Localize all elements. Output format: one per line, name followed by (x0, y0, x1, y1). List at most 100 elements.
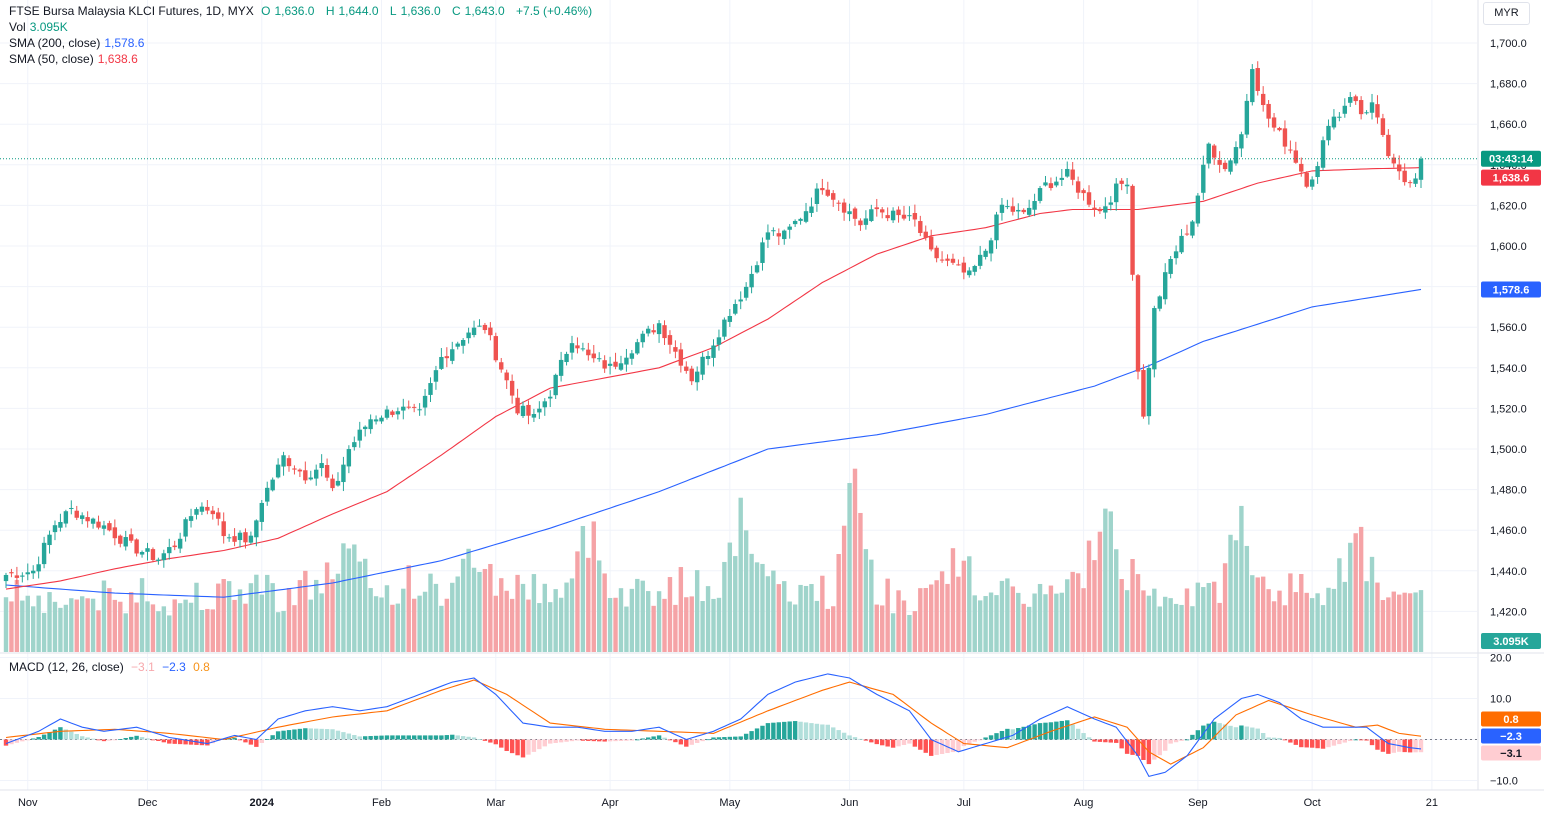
macd-histogram-bar (1163, 739, 1168, 751)
sma200-legend[interactable]: SMA (200, close) 1,578.6 (9, 35, 148, 51)
macd-histogram-bar (455, 735, 460, 740)
macd-histogram-bar (874, 739, 879, 745)
volume-bar (847, 483, 852, 652)
candle-body (275, 464, 281, 478)
candle-body (1103, 206, 1108, 213)
macd-histogram-bar (444, 735, 450, 740)
candle-body (52, 525, 58, 533)
volume-bar (417, 595, 422, 652)
volume-bar (1048, 585, 1054, 652)
macd-tick-label: 20.0 (1490, 653, 1511, 665)
currency-label[interactable]: MYR (1483, 2, 1530, 25)
candle-body (787, 226, 792, 230)
candle-body (727, 315, 733, 322)
volume-bar (237, 589, 243, 652)
candle-body (384, 409, 390, 418)
macd-histogram-bar (537, 739, 542, 750)
volume-bar (1277, 590, 1282, 652)
sma50-legend[interactable]: SMA (50, close) 1,638.6 (9, 51, 142, 67)
volume-bar (694, 570, 700, 652)
macd-histogram-bar (85, 737, 90, 740)
candle-body (586, 349, 591, 356)
macd-histogram-bar (139, 737, 145, 740)
candle-body (722, 319, 727, 337)
candle-body (743, 286, 749, 298)
volume-bar (471, 567, 477, 652)
volume-legend[interactable]: Vol 3.095K (9, 19, 72, 35)
macd-histogram-bar (134, 735, 139, 740)
volume-bar (493, 595, 499, 652)
candle-body (1320, 140, 1326, 168)
candle-body (324, 465, 330, 478)
candle-body (656, 323, 662, 335)
macd-histogram-bar (1239, 725, 1244, 740)
candle-body (1222, 162, 1228, 170)
macd-histogram-bar (346, 733, 352, 740)
vol-value: 3.095K (29, 20, 68, 34)
low-label: L (389, 4, 397, 18)
time-tick-label: 21 (1426, 797, 1438, 809)
candle-body (754, 265, 760, 273)
macd-histogram-bar (738, 736, 743, 740)
macd-histogram-bar (1010, 729, 1016, 740)
candle-body (488, 327, 493, 336)
macd-histogram-bar (934, 739, 939, 755)
candle-body (379, 417, 384, 422)
macd-histogram-bar (118, 739, 123, 740)
volume-bar (520, 583, 526, 652)
macd-histogram-bar (1026, 725, 1032, 740)
volume-bar (1386, 597, 1391, 652)
candle-body (1358, 100, 1364, 115)
low-value: 1,636.0 (400, 4, 441, 18)
macd-histogram-bar (3, 739, 9, 746)
time-tick-label: Jun (841, 797, 859, 809)
volume-bar (738, 497, 743, 652)
volume-bar (177, 603, 183, 652)
candle-body (259, 502, 264, 522)
macd-histogram-bar (1255, 728, 1260, 740)
macd-histogram-bar (629, 739, 635, 741)
volume-bar (597, 560, 602, 652)
candle-body (918, 221, 923, 233)
candle-body (428, 383, 433, 395)
candle-body (1043, 182, 1048, 186)
candle-body (341, 464, 346, 483)
volume-bar (765, 576, 771, 652)
macd-histogram-bar (1407, 739, 1413, 753)
volume-bar (645, 591, 651, 652)
macd-histogram-bar (450, 734, 455, 740)
volume-bar (411, 598, 417, 652)
candle-body (520, 405, 526, 417)
candle-body (226, 537, 232, 539)
macd-histogram-bar (1418, 739, 1424, 753)
candle-body (292, 468, 297, 470)
volume-bar (836, 554, 841, 652)
macd-histogram-bar (1059, 720, 1065, 740)
candle-body (499, 362, 504, 370)
macd-legend[interactable]: MACD (12, 26, close) −3.1 −2.3 0.8 (9, 659, 214, 675)
macd-histogram-bar (733, 736, 738, 740)
volume-bar (667, 577, 673, 652)
volume-bar (760, 563, 765, 652)
macd-histogram-bar (1130, 739, 1135, 755)
candle-body (134, 539, 139, 554)
candle-body (716, 337, 722, 345)
volume-bar (1114, 549, 1119, 652)
volume-bar (939, 571, 945, 652)
macd-histogram-bar (1190, 734, 1195, 740)
macd-histogram-bar (1266, 737, 1271, 740)
candle-body (1190, 221, 1195, 236)
volume-bar (1119, 579, 1124, 652)
open-value: 1,636.0 (274, 4, 315, 18)
candle-body (1037, 188, 1043, 201)
macd-histogram-bar (1342, 739, 1348, 743)
macd-histogram-bar (662, 737, 667, 740)
volume-bar (586, 557, 591, 652)
symbol-title[interactable]: FTSE Bursa Malaysia KLCI Futures, 1D, MY… (9, 4, 254, 18)
macd-histogram-bar (1228, 725, 1233, 740)
candle-body (1070, 169, 1075, 180)
candle-body (1217, 160, 1222, 165)
macd-histogram-bar (591, 739, 596, 742)
volume-bar (863, 549, 869, 652)
